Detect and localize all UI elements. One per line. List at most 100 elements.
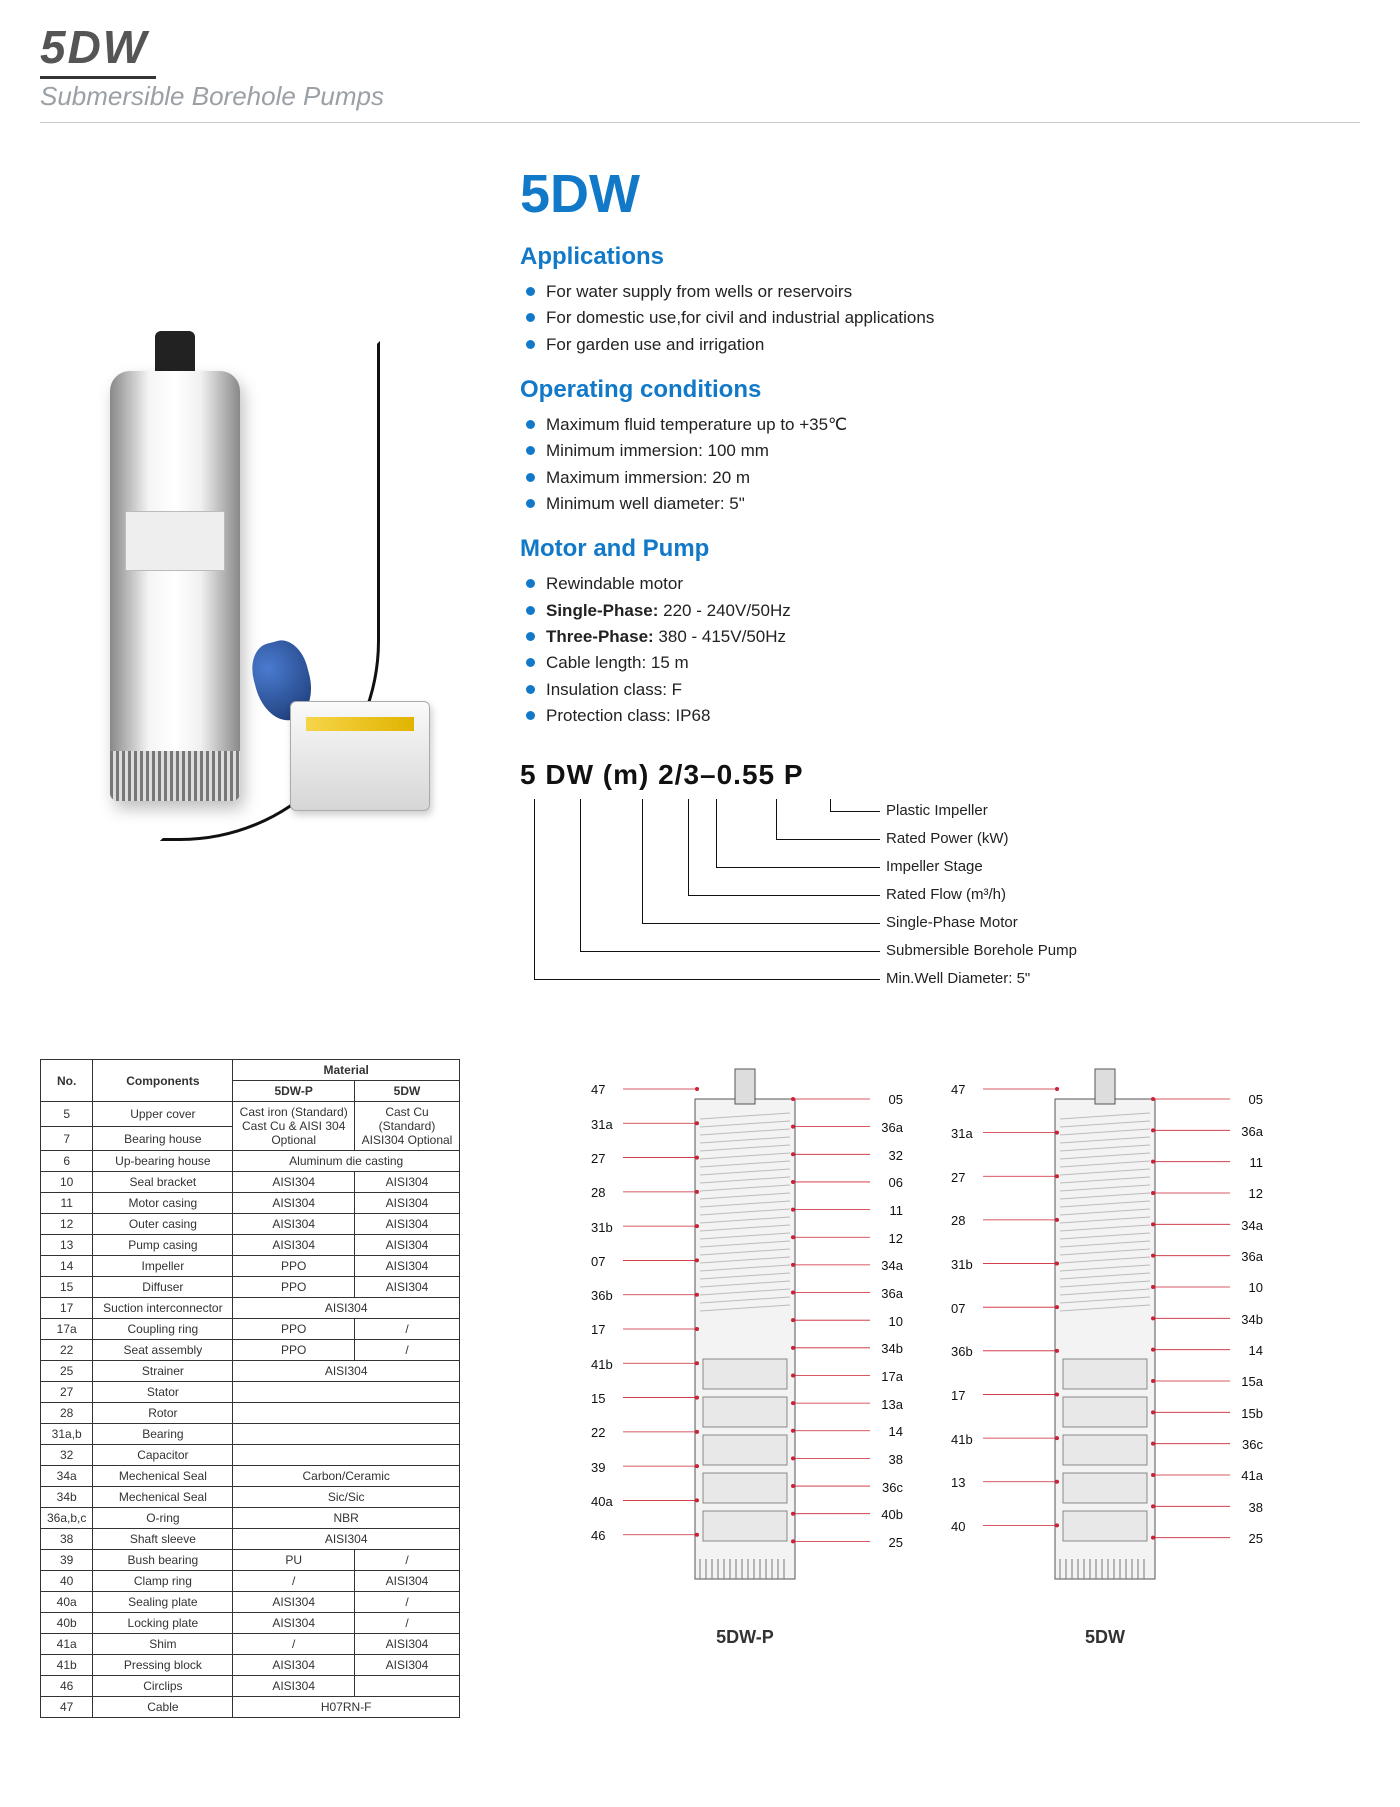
table-row: 32Capacitor xyxy=(41,1445,460,1466)
diagram-caption-left: 5DW-P xyxy=(585,1627,905,1648)
callout-label: 31b xyxy=(951,1257,973,1272)
callout-label: 38 xyxy=(889,1452,903,1467)
callout-label: 36b xyxy=(951,1344,973,1359)
table-row: 41aShim/AISI304 xyxy=(41,1634,460,1655)
callout-label: 36a xyxy=(881,1120,903,1135)
table-row: 27Stator xyxy=(41,1382,460,1403)
callout-label: 11 xyxy=(890,1203,904,1218)
callout-label: 36a xyxy=(1241,1249,1263,1264)
callout-label: 27 xyxy=(591,1151,605,1166)
table-row: 34bMechenical SealSic/Sic xyxy=(41,1487,460,1508)
table-row: 46CirclipsAISI304 xyxy=(41,1676,460,1697)
section-head: Motor and Pump xyxy=(520,535,1360,563)
section-head: Operating conditions xyxy=(520,376,1360,404)
callout-label: 12 xyxy=(1249,1186,1263,1201)
callout-label: 10 xyxy=(1249,1280,1263,1295)
spec-item: Insulation class: F xyxy=(526,677,1360,703)
spec-list: For water supply from wells or reservoir… xyxy=(526,279,1360,358)
table-row: 5Upper coverCast iron (Standard) Cast Cu… xyxy=(41,1102,460,1127)
callout-label: 31b xyxy=(591,1220,613,1235)
table-row: 40Clamp ring/AISI304 xyxy=(41,1571,460,1592)
callout-label: 25 xyxy=(1249,1531,1263,1546)
nomenclature-label: Plastic Impeller xyxy=(886,802,988,819)
spec-item: For garden use and irrigation xyxy=(526,332,1360,358)
callout-label: 34b xyxy=(881,1341,903,1356)
diagram-5dwp: 4731a272831b0736b1741b15223940a460536a32… xyxy=(585,1059,905,1648)
callout-label: 13a xyxy=(881,1397,903,1412)
table-row: 41bPressing blockAISI304AISI304 xyxy=(41,1655,460,1676)
th-5dw: 5DW xyxy=(355,1081,460,1102)
top-section: 5DW ApplicationsFor water supply from we… xyxy=(40,163,1360,1019)
callout-label: 32 xyxy=(889,1148,903,1163)
table-row: 34aMechenical SealCarbon/Ceramic xyxy=(41,1466,460,1487)
nomenclature-label: Min.Well Diameter: 5" xyxy=(886,970,1030,987)
callout-label: 36b xyxy=(591,1288,613,1303)
spec-item: For domestic use,for civil and industria… xyxy=(526,305,1360,331)
table-row: 22Seat assemblyPPO/ xyxy=(41,1340,460,1361)
callout-label: 27 xyxy=(951,1170,965,1185)
table-row: 11Motor casingAISI304AISI304 xyxy=(41,1193,460,1214)
diagram-5dw: 4731a272831b0736b1741b13400536a111234a36… xyxy=(945,1059,1265,1648)
callout-label: 34a xyxy=(1241,1218,1263,1233)
callout-label: 41b xyxy=(951,1432,973,1447)
nomenclature-label: Impeller Stage xyxy=(886,858,983,875)
table-row: 14ImpellerPPOAISI304 xyxy=(41,1256,460,1277)
callout-label: 15a xyxy=(1241,1374,1263,1389)
callout-label: 40 xyxy=(951,1519,965,1534)
callout-label: 06 xyxy=(889,1175,903,1190)
spec-item: Minimum well diameter: 5" xyxy=(526,491,1360,517)
bottom-section: No. Components Material 5DW-P 5DW 5Upper… xyxy=(40,1059,1360,1718)
info-column: 5DW ApplicationsFor water supply from we… xyxy=(500,163,1360,1019)
diagram-caption-right: 5DW xyxy=(945,1627,1265,1648)
spec-item: Protection class: IP68 xyxy=(526,703,1360,729)
table-row: 40aSealing plateAISI304/ xyxy=(41,1592,460,1613)
nomenclature-label: Submersible Borehole Pump xyxy=(886,942,1077,959)
nomenclature-block: 5 DW (m) 2/3–0.55 P Min.Well Diameter: 5… xyxy=(520,759,1360,1019)
table-row: 17aCoupling ringPPO/ xyxy=(41,1319,460,1340)
callout-label: 31a xyxy=(951,1126,973,1141)
table-row: 13Pump casingAISI304AISI304 xyxy=(41,1235,460,1256)
spec-item: Three-Phase: 380 - 415V/50Hz xyxy=(526,624,1360,650)
page-subtitle: Submersible Borehole Pumps xyxy=(40,81,1360,123)
table-row: 15DiffuserPPOAISI304 xyxy=(41,1277,460,1298)
table-row: 38Shaft sleeveAISI304 xyxy=(41,1529,460,1550)
table-row: 36a,b,cO-ringNBR xyxy=(41,1508,460,1529)
callout-label: 31a xyxy=(591,1117,613,1132)
nomenclature-diagram: Min.Well Diameter: 5" Submersible Borehol… xyxy=(520,799,1360,1019)
callout-label: 12 xyxy=(889,1231,903,1246)
callout-label: 39 xyxy=(591,1460,605,1475)
table-row: 31a,bBearing xyxy=(41,1424,460,1445)
materials-table: No. Components Material 5DW-P 5DW 5Upper… xyxy=(40,1059,460,1718)
callout-label: 36a xyxy=(1241,1124,1263,1139)
callout-label: 40b xyxy=(881,1507,903,1522)
th-5dwp: 5DW-P xyxy=(233,1081,355,1102)
th-no: No. xyxy=(41,1060,93,1102)
table-row: 12Outer casingAISI304AISI304 xyxy=(41,1214,460,1235)
page-title: 5DW xyxy=(40,20,156,79)
callout-label: 14 xyxy=(1249,1343,1263,1358)
diagrams-column: 4731a272831b0736b1741b15223940a460536a32… xyxy=(490,1059,1360,1718)
callout-label: 34a xyxy=(881,1258,903,1273)
callout-label: 05 xyxy=(1249,1092,1263,1107)
callout-label: 05 xyxy=(889,1092,903,1107)
callout-label: 17 xyxy=(951,1388,965,1403)
callout-label: 17a xyxy=(881,1369,903,1384)
nomenclature-label: Single-Phase Motor xyxy=(886,914,1018,931)
callout-label: 41a xyxy=(1241,1468,1263,1483)
spec-item: Minimum immersion: 100 mm xyxy=(526,438,1360,464)
table-row: 17Suction interconnectorAISI304 xyxy=(41,1298,460,1319)
table-row: 6Up-bearing houseAluminum die casting xyxy=(41,1151,460,1172)
th-comp: Components xyxy=(93,1060,233,1102)
table-row: 40bLocking plateAISI304/ xyxy=(41,1613,460,1634)
spec-item: For water supply from wells or reservoir… xyxy=(526,279,1360,305)
spec-list: Maximum fluid temperature up to +35℃Mini… xyxy=(526,412,1360,517)
table-row: 47CableH07RN-F xyxy=(41,1697,460,1718)
spec-item: Maximum fluid temperature up to +35℃ xyxy=(526,412,1360,438)
callout-label: 36c xyxy=(1242,1437,1263,1452)
callout-label: 36c xyxy=(882,1480,903,1495)
spec-list: Rewindable motorSingle-Phase: 220 - 240V… xyxy=(526,571,1360,729)
callout-label: 14 xyxy=(889,1424,903,1439)
callout-label: 13 xyxy=(951,1475,965,1490)
callout-label: 41b xyxy=(591,1357,613,1372)
callout-label: 46 xyxy=(591,1528,605,1543)
